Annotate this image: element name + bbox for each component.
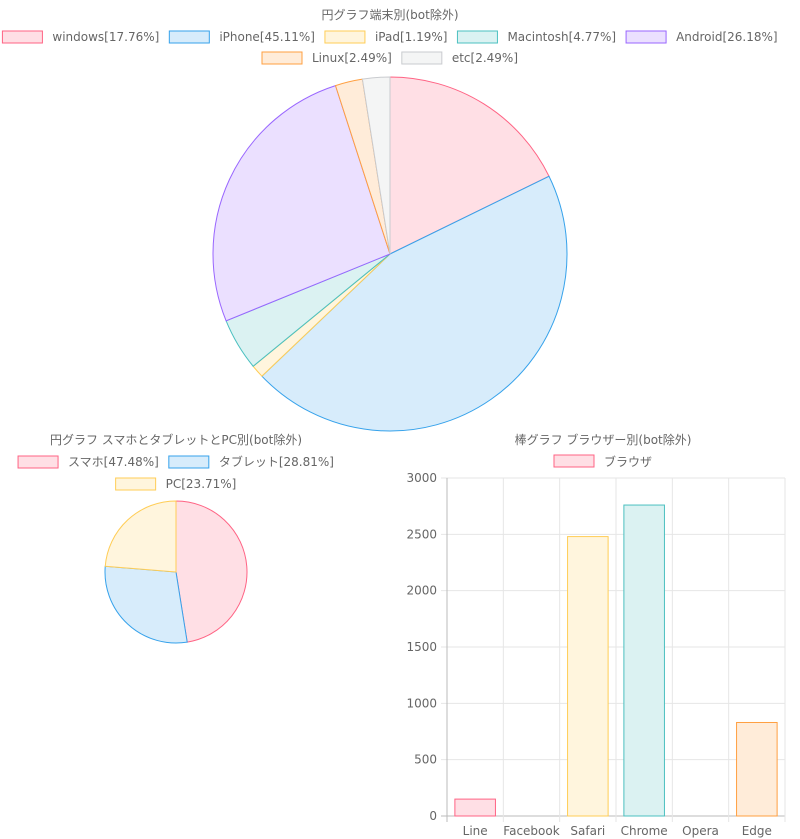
browser-bar-x-tick-label: Edge [742, 824, 772, 838]
device-pie-legend-label[interactable]: etc[2.49%] [452, 51, 518, 65]
device-pie-legend-swatch[interactable] [324, 30, 366, 44]
browser-bar-chrome[interactable] [623, 504, 665, 817]
browser-bar-y-tick-label: 3000 [406, 471, 437, 485]
device-type-pie-slice[interactable] [175, 500, 248, 643]
device-pie-legend-label[interactable]: Android[26.18%] [676, 30, 778, 44]
device-type-pie-slices [104, 500, 248, 644]
browser-bar-x-tick-label: Facebook [503, 824, 559, 838]
device-pie-chart: 円グラフ端末別(bot除外) windows[17.76%] iPhone[45.… [1, 7, 778, 432]
device-type-pie-slice[interactable] [104, 565, 188, 644]
browser-bar-x-tick-label: Opera [682, 824, 719, 838]
browser-bar-x-tick-label: Chrome [621, 824, 668, 838]
browser-bar-y-tick-label: 1000 [406, 696, 437, 710]
device-pie-legend-swatch[interactable] [625, 30, 667, 44]
browser-bar-x-tick-label: Safari [570, 824, 605, 838]
device-pie-legend-label[interactable]: windows[17.76%] [52, 30, 159, 44]
browser-bar-bars [454, 504, 778, 817]
browser-bar-y-tick-label: 2500 [406, 527, 437, 541]
device-pie-slices [212, 76, 568, 432]
browser-bar-legend: ブラウザ [553, 454, 652, 469]
device-type-pie-chart: 円グラフ スマホとタブレットとPC別(bot除外) スマホ[47.48%] タブレ… [17, 432, 334, 644]
browser-bar-legend-swatch[interactable] [553, 454, 595, 468]
browser-bar-y-tick-label: 2000 [406, 584, 437, 598]
browser-bar-y-tick-label: 1500 [406, 640, 437, 654]
device-pie-legend-label[interactable]: iPhone[45.11%] [219, 30, 315, 44]
device-type-pie-legend: スマホ[47.48%] タブレット[28.81%] PC[23.71%] [17, 454, 334, 491]
device-type-pie-title: 円グラフ スマホとタブレットとPC別(bot除外) [50, 432, 302, 447]
device-type-pie-legend-label[interactable]: タブレット[28.81%] [219, 454, 334, 469]
browser-bar-safari[interactable] [567, 536, 609, 817]
device-pie-legend-swatch[interactable] [168, 30, 210, 44]
browser-bar-y-tick-label: 500 [414, 753, 437, 767]
device-pie-legend-label[interactable]: Macintosh[4.77%] [507, 30, 616, 44]
browser-bar-ticks: 0 500 1000 1500 2000 2500 3000 Line Facebook Safa… [406, 471, 771, 838]
device-type-pie-legend-swatch[interactable] [168, 455, 210, 469]
device-pie-legend-label[interactable]: Linux[2.49%] [312, 51, 392, 65]
browser-bar-legend-label[interactable]: ブラウザ [604, 454, 652, 469]
device-pie-legend-swatch[interactable] [261, 51, 303, 65]
device-pie-legend-label[interactable]: iPad[1.19%] [375, 30, 448, 44]
device-type-pie-legend-label[interactable]: PC[23.71%] [166, 477, 237, 491]
device-type-pie-legend-swatch[interactable] [115, 477, 157, 491]
device-pie-legend-swatch[interactable] [1, 30, 43, 44]
device-type-pie-slice[interactable] [104, 500, 177, 573]
device-pie-legend-swatch[interactable] [456, 30, 498, 44]
browser-bar-line[interactable] [454, 798, 496, 817]
browser-bar-chart: 棒グラフ ブラウザー別(bot除外) ブラウザ 0 500 1000 1500 2000… [406, 432, 786, 838]
device-pie-slice[interactable] [212, 84, 391, 322]
browser-bar-y-tick-label: 0 [429, 809, 437, 823]
device-pie-slice[interactable] [261, 175, 568, 432]
device-pie-title: 円グラフ端末別(bot除外) [321, 7, 458, 22]
device-type-pie-legend-swatch[interactable] [17, 455, 59, 469]
device-pie-slice[interactable] [389, 76, 550, 255]
device-pie-legend: windows[17.76%] iPhone[45.11%] iPad[1.19%]… [1, 30, 778, 65]
device-type-pie-legend-label[interactable]: スマホ[47.48%] [68, 455, 159, 469]
browser-bar-x-tick-label: Line [463, 824, 488, 838]
device-pie-slice[interactable] [361, 76, 391, 255]
browser-bar-title: 棒グラフ ブラウザー別(bot除外) [515, 432, 692, 447]
device-pie-legend-swatch[interactable] [401, 51, 443, 65]
browser-bar-grid [441, 477, 786, 822]
browser-bar-edge[interactable] [736, 721, 778, 817]
